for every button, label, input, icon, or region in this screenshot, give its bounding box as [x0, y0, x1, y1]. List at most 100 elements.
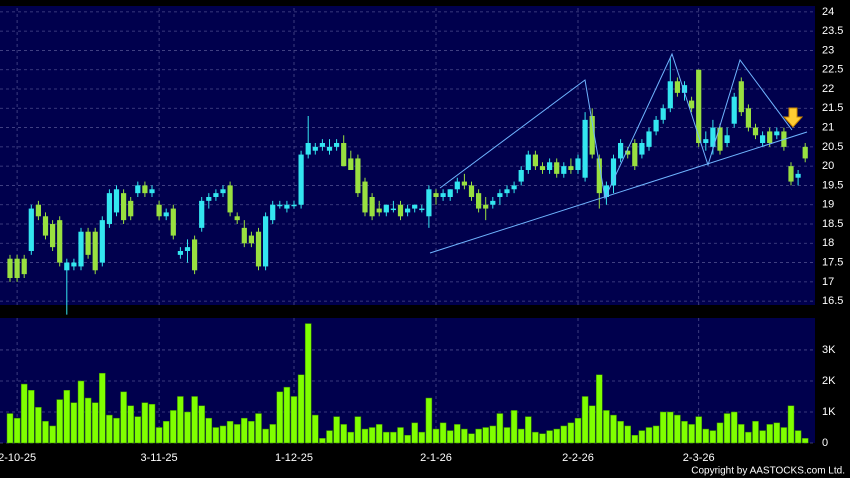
- candle-body: [447, 189, 453, 197]
- volume-bar: [56, 399, 63, 444]
- candle-body: [667, 81, 673, 109]
- candle-body: [213, 193, 219, 197]
- candle-body: [64, 262, 70, 271]
- candle-body: [220, 189, 226, 194]
- y-tick-label: 3K: [822, 344, 836, 356]
- candle-body: [21, 258, 27, 275]
- volume-bar: [482, 427, 489, 444]
- candle-body: [752, 127, 759, 136]
- candle-body: [774, 131, 780, 136]
- candle-body: [199, 200, 205, 228]
- candle-body: [696, 69, 702, 143]
- volume-bar: [517, 428, 525, 444]
- volume-bar: [546, 430, 553, 444]
- volume-bar: [645, 427, 653, 444]
- candle-body: [298, 154, 304, 205]
- volume-bar: [35, 407, 42, 444]
- y-tick-label: 17.5: [822, 256, 843, 268]
- candle-body: [362, 181, 368, 213]
- candle-body: [227, 185, 233, 213]
- volume-bar: [120, 391, 127, 444]
- volume-bar: [603, 410, 610, 444]
- volume-bar: [347, 431, 355, 444]
- volume-bar: [688, 424, 695, 444]
- candle-body: [184, 247, 191, 251]
- candle-body: [241, 227, 247, 244]
- copyright: Copyright by AASTOCKS.com Ltd.: [691, 466, 845, 477]
- volume-bar: [198, 405, 205, 444]
- volume-bar: [730, 411, 738, 444]
- candle-body: [525, 154, 531, 170]
- volume-bar: [581, 396, 589, 444]
- candle-body: [745, 108, 751, 128]
- volume-bar: [297, 374, 305, 444]
- zigzag-line: [439, 52, 793, 200]
- y-tick-label: 18.5: [822, 218, 843, 230]
- volume-bar: [801, 438, 809, 444]
- candle-body: [738, 81, 744, 113]
- x-tick-label: 3-11-25: [141, 452, 178, 464]
- y-tick-label: 22: [822, 83, 834, 95]
- y-tick-label: 1K: [822, 406, 836, 418]
- volume-bar: [106, 414, 113, 444]
- volume-bar: [28, 390, 35, 444]
- candle-body: [42, 216, 49, 236]
- candle-body: [795, 173, 801, 178]
- candle-body: [248, 235, 254, 244]
- volume-bar: [759, 430, 766, 444]
- volume-bar: [219, 425, 227, 444]
- volume-bar: [716, 422, 724, 444]
- volume-bar: [794, 430, 802, 444]
- volume-bar: [617, 421, 624, 444]
- candle-body: [681, 85, 688, 93]
- volume-bar: [290, 396, 298, 444]
- candle-body: [589, 116, 595, 155]
- volume-bar: [681, 421, 688, 444]
- candle-body: [99, 220, 105, 263]
- candle-body: [163, 212, 169, 217]
- candle-body: [468, 185, 475, 197]
- support-line: [429, 131, 808, 254]
- y-tick-label: 16.5: [822, 295, 843, 307]
- volume-bar: [162, 421, 170, 444]
- candle-body: [192, 239, 198, 271]
- volume-bar: [574, 417, 582, 444]
- candle-body: [206, 197, 212, 201]
- candle-body: [390, 208, 396, 211]
- volume-bar: [91, 402, 99, 444]
- volume-bar: [170, 410, 177, 444]
- y-tick-label: 22.5: [822, 64, 843, 76]
- volume-bar: [226, 421, 234, 444]
- candle-body: [596, 158, 602, 194]
- candle-body: [625, 150, 631, 155]
- volume-bar: [702, 428, 710, 444]
- candle-body: [632, 143, 638, 167]
- volume-bar: [787, 405, 795, 444]
- candle-body: [582, 119, 588, 178]
- x-tick-label: 2-10-25: [0, 452, 36, 464]
- candle-body: [7, 258, 13, 278]
- candle-body: [426, 189, 432, 217]
- volume-bar: [148, 403, 156, 444]
- volume-bar: [255, 413, 262, 444]
- candle-body: [788, 166, 794, 182]
- volume-bar: [63, 390, 71, 444]
- volume-bar: [631, 434, 639, 444]
- volume-bar: [425, 397, 433, 444]
- candle-body: [71, 262, 77, 267]
- y-tick-label: 17: [822, 276, 834, 288]
- volume-bar: [42, 421, 49, 444]
- candle-body: [270, 204, 276, 221]
- candle-body: [476, 193, 482, 209]
- candle-body: [397, 204, 404, 217]
- candle-body: [554, 162, 560, 174]
- volume-bar: [84, 397, 92, 444]
- volume-bar: [141, 402, 149, 444]
- volume-bar: [184, 411, 191, 444]
- volume-bar: [432, 428, 440, 444]
- candle-body: [639, 143, 645, 155]
- candle-body: [419, 208, 425, 211]
- price-panel: [0, 6, 815, 305]
- candle-body: [305, 143, 311, 155]
- candle-body: [433, 193, 439, 197]
